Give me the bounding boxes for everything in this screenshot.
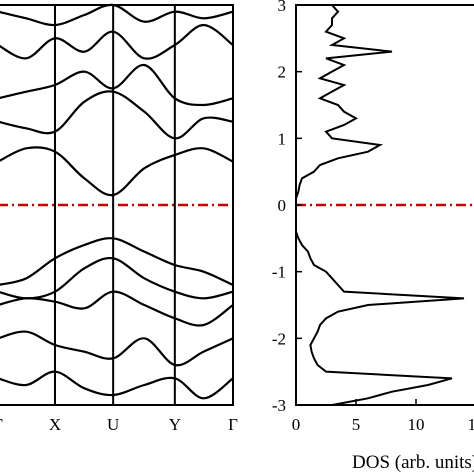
band bbox=[0, 23, 234, 60]
y-tick-label: 0 bbox=[278, 196, 287, 215]
x-tick-label: X bbox=[49, 415, 61, 434]
x-tick-label: Y bbox=[169, 415, 181, 434]
band bbox=[0, 3, 234, 27]
y-tick-label: 2 bbox=[278, 63, 287, 82]
y-tick-label: 3 bbox=[278, 0, 287, 15]
y-tick-label: -1 bbox=[272, 263, 286, 282]
band bbox=[0, 330, 234, 367]
x-axis-label: DOS (arb. units) bbox=[352, 452, 474, 473]
band bbox=[0, 63, 234, 107]
x-tick-label: Γ bbox=[0, 415, 3, 434]
band bbox=[0, 290, 234, 327]
plot-frame bbox=[0, 4, 234, 406]
y-tick-label: -3 bbox=[272, 396, 286, 415]
y-tick-label: 1 bbox=[278, 129, 287, 148]
x-tick-label: U bbox=[107, 415, 119, 434]
x-tick-label: 15 bbox=[468, 415, 474, 434]
band bbox=[0, 370, 234, 400]
x-tick-label: 5 bbox=[352, 415, 361, 434]
band bbox=[0, 90, 234, 140]
x-tick-label: Γ bbox=[228, 415, 238, 434]
band bbox=[0, 237, 234, 287]
band bbox=[0, 146, 234, 197]
y-tick-label: -2 bbox=[272, 329, 286, 348]
x-tick-label: 10 bbox=[408, 415, 425, 434]
x-tick-label: 0 bbox=[292, 415, 301, 434]
